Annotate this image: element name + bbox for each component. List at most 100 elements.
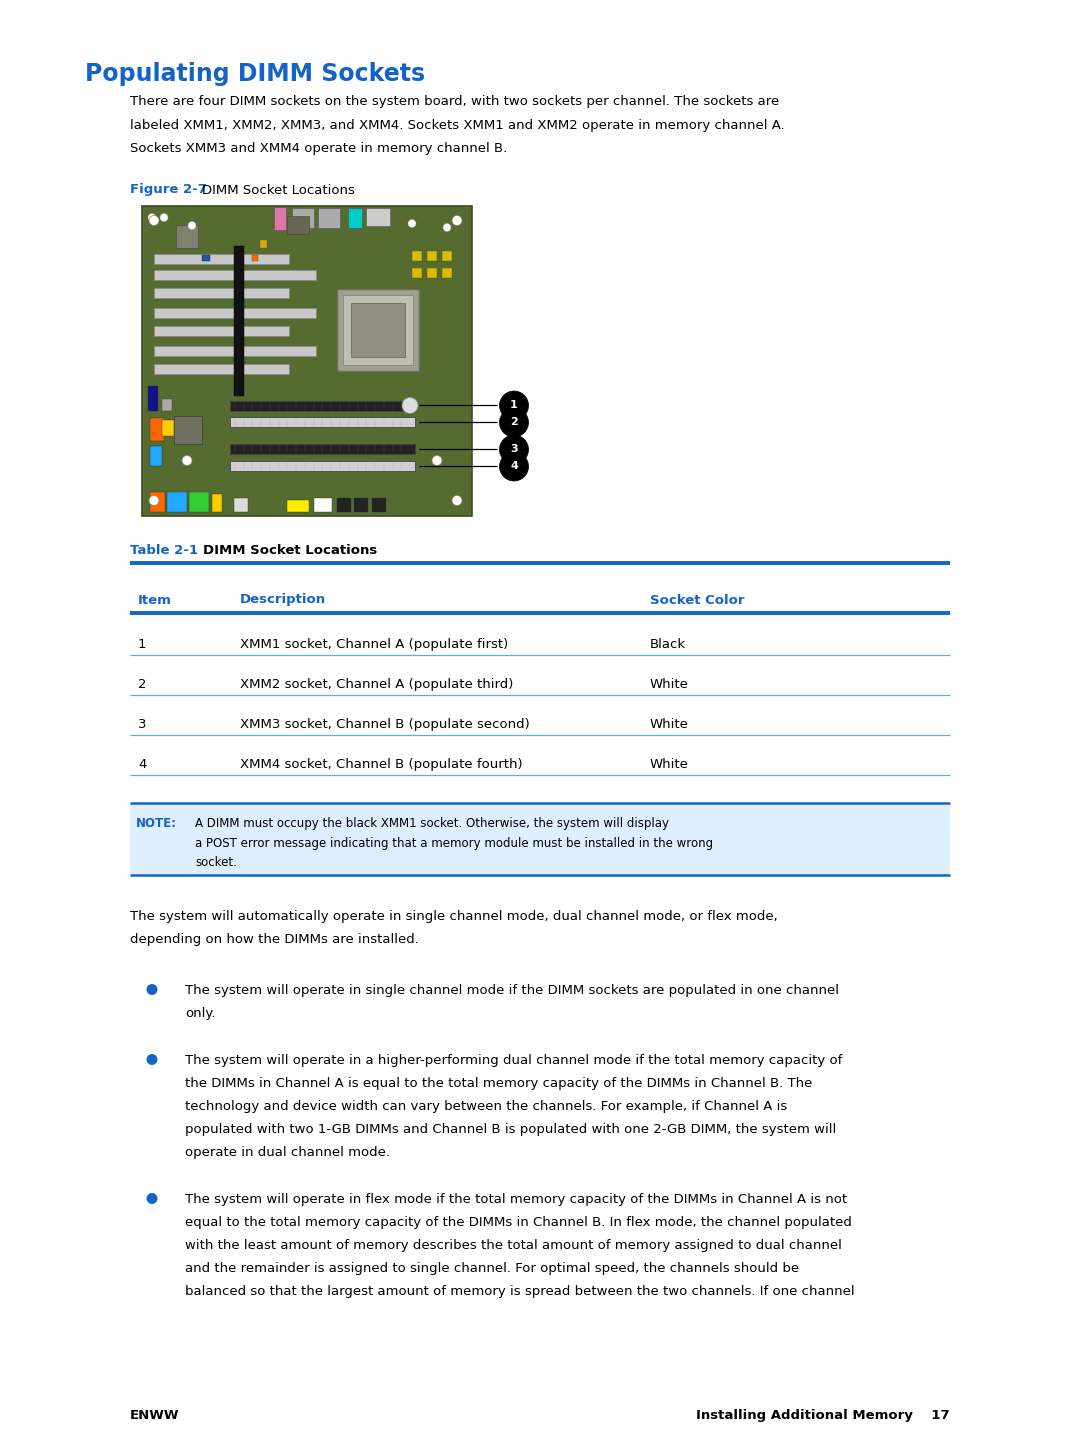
Text: Figure 2-7: Figure 2-7 <box>130 184 207 197</box>
Bar <box>162 398 172 411</box>
Bar <box>154 308 316 318</box>
Text: Description: Description <box>240 593 326 606</box>
Text: DIMM Socket Locations: DIMM Socket Locations <box>202 184 355 197</box>
Bar <box>287 216 309 233</box>
Circle shape <box>147 1053 158 1065</box>
Bar <box>372 497 386 512</box>
Text: technology and device width can vary between the channels. For example, if Chann: technology and device width can vary bet… <box>185 1101 787 1114</box>
Bar <box>354 497 368 512</box>
Bar <box>348 207 362 227</box>
Bar <box>337 497 351 512</box>
Circle shape <box>147 1193 158 1204</box>
Text: Socket Color: Socket Color <box>650 593 744 606</box>
Bar <box>287 500 309 512</box>
Circle shape <box>160 214 168 221</box>
Bar <box>174 415 202 444</box>
Bar <box>230 461 415 471</box>
Bar <box>230 444 415 454</box>
Text: the DIMMs in Channel A is equal to the total memory capacity of the DIMMs in Cha: the DIMMs in Channel A is equal to the t… <box>185 1078 812 1091</box>
Circle shape <box>149 216 159 226</box>
Text: populated with two 1-GB DIMMs and Channel B is populated with one 2-GB DIMM, the: populated with two 1-GB DIMMs and Channe… <box>185 1124 836 1137</box>
Text: DIMM Socket Locations: DIMM Socket Locations <box>203 543 377 556</box>
Text: operate in dual channel mode.: operate in dual channel mode. <box>185 1147 390 1160</box>
Bar <box>234 497 248 512</box>
Circle shape <box>499 453 528 481</box>
Text: NOTE:: NOTE: <box>136 818 177 831</box>
Text: The system will operate in a higher-performing dual channel mode if the total me: The system will operate in a higher-perf… <box>185 1055 842 1068</box>
Circle shape <box>188 221 195 230</box>
Bar <box>411 250 422 260</box>
Circle shape <box>147 984 158 994</box>
Circle shape <box>499 435 528 464</box>
Text: Sockets XMM3 and XMM4 operate in memory channel B.: Sockets XMM3 and XMM4 operate in memory … <box>130 142 508 155</box>
Bar <box>150 445 162 466</box>
Bar <box>366 207 390 226</box>
Circle shape <box>402 398 418 414</box>
Bar <box>130 803 950 875</box>
Bar <box>230 418 415 427</box>
Text: 4: 4 <box>138 759 147 772</box>
Text: 1: 1 <box>138 638 147 651</box>
Bar <box>202 254 210 260</box>
Text: a POST error message indicating that a memory module must be installed in the wr: a POST error message indicating that a m… <box>195 836 713 851</box>
Text: XMM1 socket, Channel A (populate first): XMM1 socket, Channel A (populate first) <box>240 638 509 651</box>
Bar <box>343 295 413 365</box>
Bar <box>442 250 453 260</box>
Bar <box>314 497 332 512</box>
Circle shape <box>148 214 156 221</box>
Circle shape <box>453 496 462 506</box>
Text: equal to the total memory capacity of the DIMMs in Channel B. In flex mode, the : equal to the total memory capacity of th… <box>185 1217 852 1230</box>
Bar <box>411 267 422 277</box>
Circle shape <box>432 456 442 466</box>
Text: 3: 3 <box>138 718 147 731</box>
Circle shape <box>499 391 528 420</box>
Text: There are four DIMM sockets on the system board, with two sockets per channel. T: There are four DIMM sockets on the syste… <box>130 95 780 108</box>
Bar <box>318 207 340 227</box>
Text: 1: 1 <box>510 401 518 411</box>
Bar <box>189 491 210 512</box>
Circle shape <box>183 456 192 466</box>
Bar <box>154 326 289 335</box>
Bar <box>154 287 289 297</box>
Bar <box>154 364 289 374</box>
Text: labeled XMM1, XMM2, XMM3, and XMM4. Sockets XMM1 and XMM2 operate in memory chan: labeled XMM1, XMM2, XMM3, and XMM4. Sock… <box>130 118 785 132</box>
Text: The system will operate in single channel mode if the DIMM sockets are populated: The system will operate in single channe… <box>185 984 839 997</box>
Text: 2: 2 <box>510 418 518 427</box>
Circle shape <box>453 216 462 226</box>
Text: depending on how the DIMMs are installed.: depending on how the DIMMs are installed… <box>130 934 419 947</box>
Bar <box>148 385 158 411</box>
Circle shape <box>499 408 528 437</box>
Bar <box>150 491 165 512</box>
Text: 2: 2 <box>138 678 147 691</box>
Text: Installing Additional Memory    17: Installing Additional Memory 17 <box>697 1410 950 1423</box>
Text: XMM4 socket, Channel B (populate fourth): XMM4 socket, Channel B (populate fourth) <box>240 759 523 772</box>
Text: Populating DIMM Sockets: Populating DIMM Sockets <box>85 62 426 86</box>
Bar <box>274 207 286 230</box>
Bar <box>427 267 437 277</box>
Text: and the remainder is assigned to single channel. For optimal speed, the channels: and the remainder is assigned to single … <box>185 1263 799 1276</box>
Bar <box>141 205 472 516</box>
Circle shape <box>149 496 159 506</box>
Bar <box>167 491 187 512</box>
Text: balanced so that the largest amount of memory is spread between the two channels: balanced so that the largest amount of m… <box>185 1286 854 1299</box>
Text: White: White <box>650 718 689 731</box>
Text: Black: Black <box>650 638 686 651</box>
Text: Table 2-1: Table 2-1 <box>130 543 198 556</box>
Bar <box>252 254 258 260</box>
Bar <box>292 207 314 227</box>
Text: socket.: socket. <box>195 856 237 869</box>
Text: ENWW: ENWW <box>130 1410 179 1423</box>
Bar <box>154 345 316 355</box>
Text: The system will operate in flex mode if the total memory capacity of the DIMMs i: The system will operate in flex mode if … <box>185 1194 847 1207</box>
Text: White: White <box>650 759 689 772</box>
Text: 4: 4 <box>510 461 518 471</box>
Bar <box>337 289 419 371</box>
Bar <box>162 421 174 435</box>
Text: White: White <box>650 678 689 691</box>
Circle shape <box>443 224 451 231</box>
Bar <box>176 226 198 247</box>
Bar <box>234 246 244 395</box>
Text: XMM2 socket, Channel A (populate third): XMM2 socket, Channel A (populate third) <box>240 678 513 691</box>
Bar <box>154 253 289 263</box>
Bar <box>154 270 316 280</box>
